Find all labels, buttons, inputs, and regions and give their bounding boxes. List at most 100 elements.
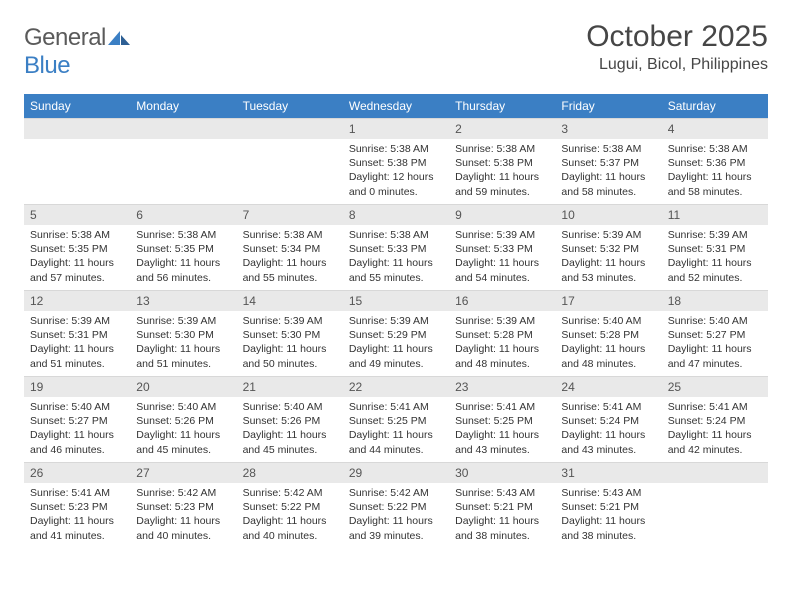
sunrise-text: Sunrise: 5:40 AM	[243, 400, 337, 414]
day-number: 15	[343, 290, 449, 311]
day-number: 21	[237, 376, 343, 397]
day-number: 28	[237, 462, 343, 483]
brand-text: General Blue	[24, 24, 130, 80]
day-detail: Sunrise: 5:38 AMSunset: 5:38 PMDaylight:…	[449, 139, 555, 201]
daylight-text: Daylight: 11 hours and 50 minutes.	[243, 342, 337, 370]
daylight-text: Daylight: 11 hours and 46 minutes.	[30, 428, 124, 456]
sunrise-text: Sunrise: 5:38 AM	[455, 142, 549, 156]
weekday-header-row: SundayMondayTuesdayWednesdayThursdayFrid…	[24, 94, 768, 118]
day-number: 14	[237, 290, 343, 311]
day-detail: Sunrise: 5:38 AMSunset: 5:33 PMDaylight:…	[343, 225, 449, 287]
sunset-text: Sunset: 5:36 PM	[668, 156, 762, 170]
day-number: 26	[24, 462, 130, 483]
sunset-text: Sunset: 5:38 PM	[455, 156, 549, 170]
sunset-text: Sunset: 5:25 PM	[455, 414, 549, 428]
sunset-text: Sunset: 5:35 PM	[30, 242, 124, 256]
calendar-body: 1Sunrise: 5:38 AMSunset: 5:38 PMDaylight…	[24, 118, 768, 548]
day-detail: Sunrise: 5:40 AMSunset: 5:26 PMDaylight:…	[237, 397, 343, 459]
daylight-text: Daylight: 11 hours and 45 minutes.	[243, 428, 337, 456]
month-title: October 2025	[586, 20, 768, 54]
weekday-header: Monday	[130, 94, 236, 118]
sunset-text: Sunset: 5:26 PM	[243, 414, 337, 428]
weekday-header: Wednesday	[343, 94, 449, 118]
calendar-cell: 8Sunrise: 5:38 AMSunset: 5:33 PMDaylight…	[343, 204, 449, 290]
calendar-cell: 30Sunrise: 5:43 AMSunset: 5:21 PMDayligh…	[449, 462, 555, 548]
day-number: 2	[449, 118, 555, 139]
daylight-text: Daylight: 11 hours and 55 minutes.	[349, 256, 443, 284]
title-block: October 2025 Lugui, Bicol, Philippines	[586, 20, 768, 74]
day-detail: Sunrise: 5:39 AMSunset: 5:31 PMDaylight:…	[662, 225, 768, 287]
day-detail: Sunrise: 5:38 AMSunset: 5:37 PMDaylight:…	[555, 139, 661, 201]
sunrise-text: Sunrise: 5:38 AM	[349, 228, 443, 242]
day-number: 8	[343, 204, 449, 225]
weekday-header: Sunday	[24, 94, 130, 118]
sunrise-text: Sunrise: 5:40 AM	[668, 314, 762, 328]
sunrise-text: Sunrise: 5:40 AM	[136, 400, 230, 414]
day-number: 4	[662, 118, 768, 139]
sunrise-text: Sunrise: 5:41 AM	[349, 400, 443, 414]
day-number: 16	[449, 290, 555, 311]
daylight-text: Daylight: 12 hours and 0 minutes.	[349, 170, 443, 198]
day-detail: Sunrise: 5:39 AMSunset: 5:32 PMDaylight:…	[555, 225, 661, 287]
day-number: 12	[24, 290, 130, 311]
calendar-cell: 12Sunrise: 5:39 AMSunset: 5:31 PMDayligh…	[24, 290, 130, 376]
calendar-cell: 20Sunrise: 5:40 AMSunset: 5:26 PMDayligh…	[130, 376, 236, 462]
calendar-cell: 18Sunrise: 5:40 AMSunset: 5:27 PMDayligh…	[662, 290, 768, 376]
day-detail: Sunrise: 5:38 AMSunset: 5:38 PMDaylight:…	[343, 139, 449, 201]
sunset-text: Sunset: 5:33 PM	[349, 242, 443, 256]
day-number: 20	[130, 376, 236, 397]
sunrise-text: Sunrise: 5:38 AM	[30, 228, 124, 242]
daylight-text: Daylight: 11 hours and 44 minutes.	[349, 428, 443, 456]
calendar-week: 5Sunrise: 5:38 AMSunset: 5:35 PMDaylight…	[24, 204, 768, 290]
day-detail: Sunrise: 5:43 AMSunset: 5:21 PMDaylight:…	[555, 483, 661, 545]
day-detail: Sunrise: 5:40 AMSunset: 5:27 PMDaylight:…	[24, 397, 130, 459]
day-number: 22	[343, 376, 449, 397]
day-number: 31	[555, 462, 661, 483]
calendar-cell	[24, 118, 130, 204]
day-detail: Sunrise: 5:38 AMSunset: 5:36 PMDaylight:…	[662, 139, 768, 201]
day-number: 11	[662, 204, 768, 225]
daylight-text: Daylight: 11 hours and 53 minutes.	[561, 256, 655, 284]
sunset-text: Sunset: 5:30 PM	[136, 328, 230, 342]
day-detail: Sunrise: 5:39 AMSunset: 5:29 PMDaylight:…	[343, 311, 449, 373]
calendar-cell: 1Sunrise: 5:38 AMSunset: 5:38 PMDaylight…	[343, 118, 449, 204]
sunset-text: Sunset: 5:34 PM	[243, 242, 337, 256]
sunset-text: Sunset: 5:31 PM	[668, 242, 762, 256]
sunset-text: Sunset: 5:38 PM	[349, 156, 443, 170]
sunrise-text: Sunrise: 5:38 AM	[136, 228, 230, 242]
sunset-text: Sunset: 5:35 PM	[136, 242, 230, 256]
day-detail: Sunrise: 5:42 AMSunset: 5:22 PMDaylight:…	[343, 483, 449, 545]
sunrise-text: Sunrise: 5:42 AM	[243, 486, 337, 500]
day-number	[24, 118, 130, 139]
sunrise-text: Sunrise: 5:39 AM	[668, 228, 762, 242]
sunrise-text: Sunrise: 5:43 AM	[455, 486, 549, 500]
day-detail: Sunrise: 5:41 AMSunset: 5:25 PMDaylight:…	[343, 397, 449, 459]
sunrise-text: Sunrise: 5:41 AM	[561, 400, 655, 414]
sunset-text: Sunset: 5:21 PM	[561, 500, 655, 514]
daylight-text: Daylight: 11 hours and 40 minutes.	[243, 514, 337, 542]
day-number: 25	[662, 376, 768, 397]
sunrise-text: Sunrise: 5:38 AM	[349, 142, 443, 156]
calendar-cell: 25Sunrise: 5:41 AMSunset: 5:24 PMDayligh…	[662, 376, 768, 462]
calendar-week: 26Sunrise: 5:41 AMSunset: 5:23 PMDayligh…	[24, 462, 768, 548]
sunrise-text: Sunrise: 5:39 AM	[243, 314, 337, 328]
weekday-header: Friday	[555, 94, 661, 118]
sunset-text: Sunset: 5:23 PM	[136, 500, 230, 514]
location-text: Lugui, Bicol, Philippines	[586, 56, 768, 74]
weekday-header: Thursday	[449, 94, 555, 118]
calendar-cell: 9Sunrise: 5:39 AMSunset: 5:33 PMDaylight…	[449, 204, 555, 290]
day-number: 3	[555, 118, 661, 139]
calendar-cell	[662, 462, 768, 548]
weekday-header: Saturday	[662, 94, 768, 118]
calendar-cell: 26Sunrise: 5:41 AMSunset: 5:23 PMDayligh…	[24, 462, 130, 548]
calendar-cell: 23Sunrise: 5:41 AMSunset: 5:25 PMDayligh…	[449, 376, 555, 462]
day-detail: Sunrise: 5:38 AMSunset: 5:35 PMDaylight:…	[130, 225, 236, 287]
calendar-cell: 22Sunrise: 5:41 AMSunset: 5:25 PMDayligh…	[343, 376, 449, 462]
page-header: General Blue October 2025 Lugui, Bicol, …	[24, 20, 768, 80]
daylight-text: Daylight: 11 hours and 45 minutes.	[136, 428, 230, 456]
daylight-text: Daylight: 11 hours and 58 minutes.	[561, 170, 655, 198]
day-number: 1	[343, 118, 449, 139]
calendar-cell: 13Sunrise: 5:39 AMSunset: 5:30 PMDayligh…	[130, 290, 236, 376]
day-number: 18	[662, 290, 768, 311]
sunrise-text: Sunrise: 5:41 AM	[668, 400, 762, 414]
